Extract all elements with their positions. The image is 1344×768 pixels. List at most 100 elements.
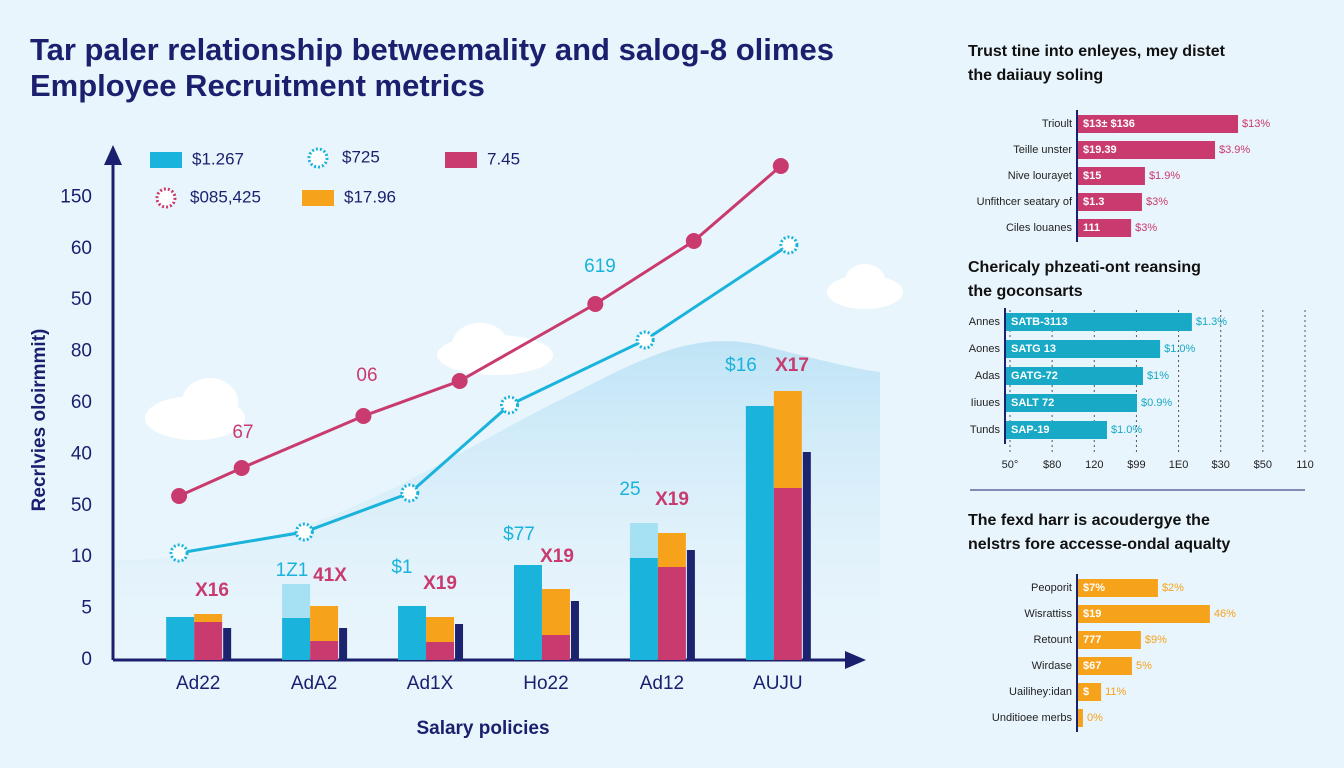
x-tick-label: Ad1X [407,673,454,694]
end-label: $13% [1242,118,1270,130]
y-tick-label: 60 [71,392,92,413]
bar-text: 111 [1083,222,1100,234]
y-axis-arrow [104,145,122,165]
bar [1005,421,1107,439]
category-label: Teille unster [1013,144,1072,156]
x-tick-label: $99 [1127,459,1145,471]
bar [194,622,223,660]
end-label: $1.3% [1196,316,1227,328]
bar [1077,141,1216,159]
x-tick-label: Ad22 [176,673,220,694]
bar [310,606,339,641]
x-tick-label: $80 [1043,459,1061,471]
chart-title: Tar paler relationship betweemality and … [30,32,834,67]
bar [282,618,311,660]
end-label: $2% [1162,582,1184,594]
end-label: $1.0% [1164,343,1195,355]
line-marker [169,543,189,563]
line [178,243,790,555]
bar [1077,219,1132,237]
bar [773,488,802,660]
bar-label: X17 [775,355,809,376]
bar-text: SATB-3113 [1011,316,1068,328]
category-label: Unditioee merbs [992,712,1073,724]
category-label: Adas [975,370,1001,382]
bar-text: $19 [1083,608,1101,620]
annotation: 67 [232,422,253,443]
end-label: 0% [1087,712,1103,724]
bar [1077,167,1145,185]
panel-title: Trust tine into enleyes, mey distet [968,43,1226,60]
category-label: Retount [1033,634,1072,646]
bar-label: $1 [391,557,412,578]
panel-title: nelstrs fore accesse-ondal aqualty [968,536,1230,553]
bar-text: GATG-72 [1011,370,1058,382]
line-marker [355,408,372,424]
line-marker [635,330,655,350]
bar-text: $13± $136 [1083,118,1135,130]
category-label: Peoporit [1031,582,1072,594]
category-label: Annes [969,316,1001,328]
x-tick-label: AUJU [753,673,803,694]
bar [282,584,311,618]
legend-swatch [150,152,182,168]
bar-text: $ [1083,686,1089,698]
bar-text: 777 [1083,634,1101,646]
x-tick-label: 110 [1296,459,1314,471]
end-label: $1.9% [1149,170,1180,182]
bar [1005,313,1192,331]
bar-label: X19 [423,573,457,594]
annotation: 619 [584,256,616,277]
y-tick-label: 50 [71,289,92,310]
line-marker [451,373,468,389]
legend-swatch [302,190,334,206]
bar [455,624,464,660]
line-marker [294,522,314,542]
line-marker [500,395,520,415]
bar [194,614,223,622]
category-label: Trioult [1042,118,1072,130]
end-label: $3% [1135,222,1157,234]
bar-label: 1Z1 [276,560,309,581]
bar [629,523,658,558]
legend-label: $1.267 [192,149,244,168]
x-tick-label: Ad12 [640,673,684,694]
bar-text: $19.39 [1083,144,1117,156]
bar-text: $15 [1083,170,1101,182]
bar-text: SATG 13 [1011,343,1056,355]
x-axis-arrow [845,651,866,669]
x-tick-label: $30 [1212,459,1230,471]
bar-label: $16 [725,355,757,376]
category-label: Nive lourayet [1008,170,1072,182]
bar [541,635,570,660]
x-tick-label: $50 [1254,459,1272,471]
y-tick-label: 10 [71,546,92,567]
end-label: $1.0% [1111,424,1142,436]
x-tick-label: AdA2 [291,673,337,694]
end-label: 46% [1214,608,1236,620]
bar [541,589,570,635]
category-label: Unfithcer seatary of [977,196,1073,208]
bar-label: X19 [655,489,689,510]
bar-text: SAP-19 [1011,424,1050,436]
legend-label: $725 [342,147,380,166]
end-label: 11% [1105,686,1126,698]
end-label: 5% [1136,660,1152,672]
category-label: Iiuues [971,397,1001,409]
bar [339,628,348,660]
y-tick-label: 80 [71,341,92,362]
legend-label: $17.96 [344,187,396,206]
category-label: Tunds [970,424,1001,436]
bar [513,565,542,660]
line-marker [587,296,604,312]
category-label: Wirdase [1032,660,1072,672]
bar-label: X19 [540,546,574,567]
bar-text: $67 [1083,660,1101,672]
bar [1077,657,1132,675]
bar-label: 25 [619,479,640,500]
legend-swatch [155,187,177,209]
x-tick-label: 50° [1002,459,1019,471]
bar [1005,394,1137,412]
